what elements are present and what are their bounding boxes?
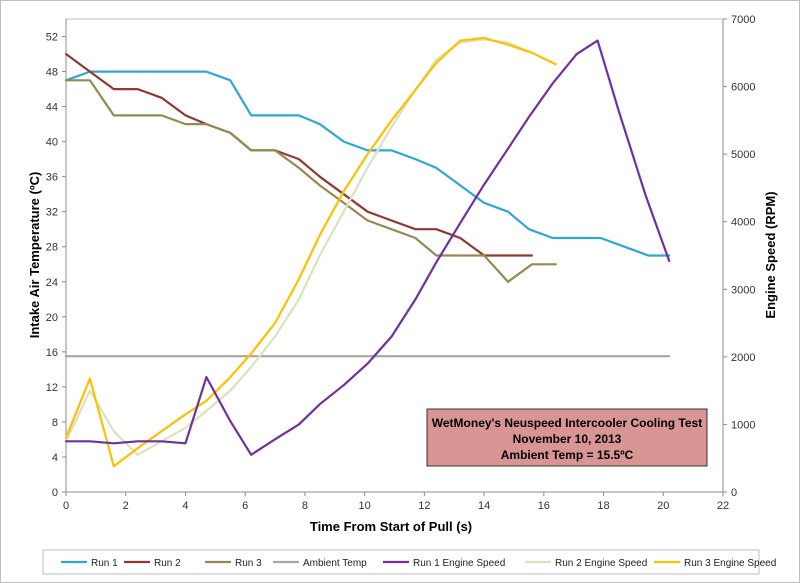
annotation-box: WetMoney's Neuspeed Intercooler Cooling … — [426, 408, 708, 467]
y-left-tick-label: 36 — [46, 172, 58, 184]
series-line-run-1-engine-speed — [64, 39, 671, 456]
y-axis-right-title: Engine Speed (RPM) — [763, 191, 778, 318]
y-right-tick-label: 5000 — [731, 149, 755, 161]
annotation-line-1: WetMoney's Neuspeed Intercooler Cooling … — [432, 416, 702, 430]
legend: Run 1 Run 2 Run 3 Ambient Temp Run 1 Engine … — [42, 549, 776, 575]
y-right-tick-label: 7000 — [731, 14, 755, 26]
y-left-tick-label: 40 — [46, 137, 58, 149]
y-left-tick-label: 28 — [46, 242, 58, 254]
y-left-tick-label: 8 — [52, 417, 58, 429]
y-left-tick-label: 12 — [46, 382, 58, 394]
x-tick-label: 22 — [717, 500, 729, 512]
legend-label-run-3-engine-speed: Run 3 Engine Speed — [684, 558, 776, 569]
annotation-line-2: November 10, 2013 — [513, 432, 622, 446]
annotation-line-3: Ambient Temp = 15.5ºC — [501, 448, 634, 462]
x-axis-title: Time From Start of Pull (s) — [310, 519, 472, 534]
x-tick-label: 0 — [63, 500, 69, 512]
x-tick-label: 12 — [418, 500, 430, 512]
legend-label-run-2-engine-speed: Run 2 Engine Speed — [555, 558, 647, 569]
y-left-tick-label: 48 — [46, 67, 58, 79]
legend-label-run-2: Run 2 — [154, 558, 181, 569]
y-axis-left-title: Intake Air Temperature (ºC) — [27, 172, 42, 339]
series-lines — [64, 36, 671, 468]
x-tick-label: 8 — [302, 500, 308, 512]
annotation-background — [426, 408, 708, 467]
y-right-tick-label: 3000 — [731, 284, 755, 296]
y-right-tick-label: 0 — [731, 487, 737, 499]
series-line-run-1 — [64, 70, 671, 257]
series-line-run-3-engine-speed — [64, 36, 557, 468]
series-line-run-2 — [64, 52, 534, 257]
series-line-run-3 — [64, 79, 557, 283]
x-tick-label: 16 — [538, 500, 550, 512]
x-tick-label: 14 — [478, 500, 490, 512]
y-left-tick-label: 32 — [46, 207, 58, 219]
y-left-tick-label: 16 — [46, 347, 58, 359]
axes: 0 2 4 6 8 10 12 14 16 18 20 22048121620242832364044… — [46, 14, 756, 512]
legend-label-run-1-engine-speed: Run 1 Engine Speed — [413, 558, 505, 569]
y-left-tick-label: 0 — [52, 487, 58, 499]
y-left-tick-label: 44 — [46, 102, 58, 114]
x-tick-label: 10 — [359, 500, 371, 512]
y-left-tick-label: 24 — [46, 277, 58, 289]
x-tick-label: 2 — [123, 500, 129, 512]
y-left-tick-label: 4 — [52, 452, 58, 464]
y-right-tick-label: 2000 — [731, 352, 755, 364]
y-right-tick-label: 4000 — [731, 217, 755, 229]
x-tick-label: 18 — [597, 500, 609, 512]
series-line-run-2-engine-speed — [64, 38, 531, 456]
legend-label-run-3: Run 3 — [235, 558, 262, 569]
x-tick-label: 4 — [182, 500, 188, 512]
legend-label-ambient-temp: Ambient Temp — [303, 558, 367, 569]
y-right-tick-label: 1000 — [731, 419, 755, 431]
legend-label-run-1: Run 1 — [91, 558, 118, 569]
x-tick-label: 20 — [657, 500, 669, 512]
y-right-tick-label: 6000 — [731, 82, 755, 94]
x-tick-label: 6 — [242, 500, 248, 512]
y-left-tick-label: 20 — [46, 312, 58, 324]
y-left-tick-label: 52 — [46, 32, 58, 44]
